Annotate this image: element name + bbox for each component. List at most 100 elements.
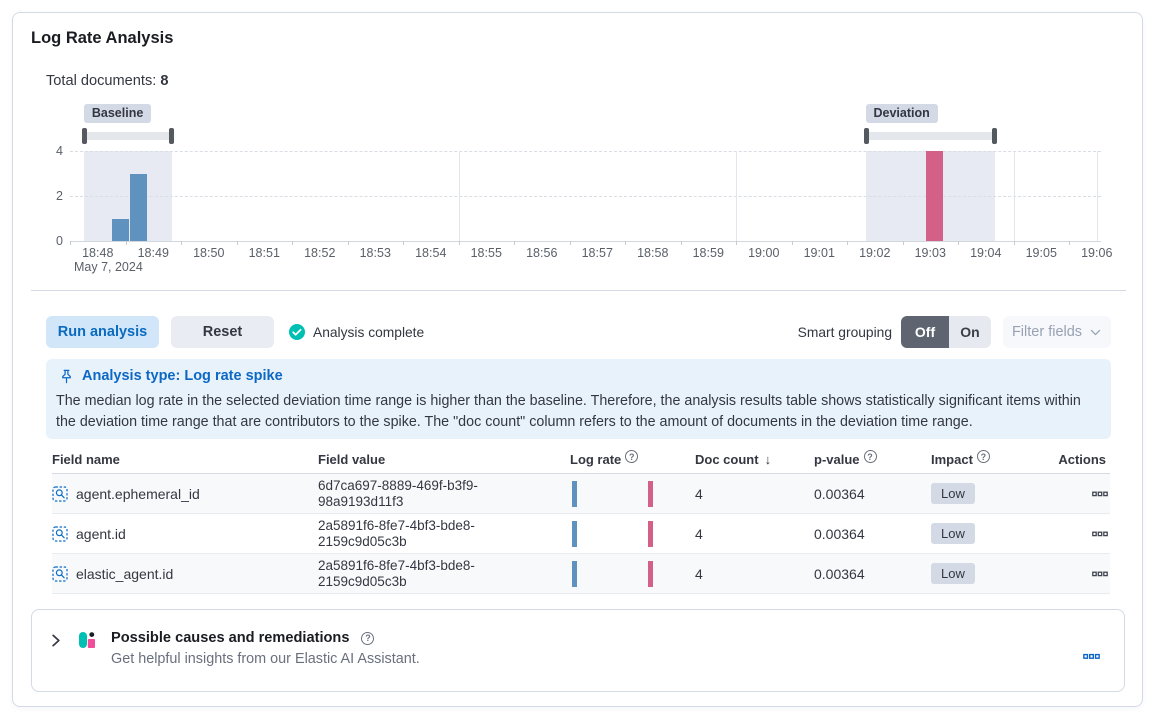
x-tick-mark <box>181 241 182 245</box>
search-field-icon[interactable] <box>52 485 68 502</box>
x-tick-mark <box>292 241 293 245</box>
controls-right: Smart grouping Off On Filter fields <box>798 316 1111 348</box>
ai-assistant-icon <box>77 630 97 650</box>
run-analysis-button[interactable]: Run analysis <box>46 316 159 348</box>
filter-fields-label: Filter fields <box>1011 324 1083 340</box>
deviation-minibar <box>648 481 653 507</box>
controls-left: Run analysis Reset Analysis complete <box>46 316 424 348</box>
x-tick-label: 18:53 <box>359 246 391 260</box>
header-p-value[interactable]: p-value? <box>814 450 931 467</box>
x-tick-label: 19:00 <box>748 246 780 260</box>
x-tick-label: 18:50 <box>193 246 225 260</box>
x-tick-label: 18:57 <box>581 246 613 260</box>
x-tick-mark <box>625 241 626 245</box>
x-tick-mark <box>791 241 793 245</box>
x-tick-mark <box>680 241 682 245</box>
x-tick-label: 19:03 <box>914 246 946 260</box>
filter-fields-dropdown[interactable]: Filter fields <box>1003 316 1111 348</box>
header-doc-count[interactable]: Doc count ↓ <box>695 452 772 467</box>
callout-title: Analysis type: Log rate spike <box>82 368 283 384</box>
field-name: agent.ephemeral_id <box>76 485 200 502</box>
x-tick-mark <box>514 241 515 245</box>
field-value-cell: 6d7ca697-8889-469f-b3f9-98a9193d11f3 <box>318 477 478 509</box>
question-in-circle-icon[interactable]: ? <box>976 450 990 463</box>
boxes-horizontal-icon <box>1083 653 1100 659</box>
x-tick-label: 19:04 <box>970 246 1002 260</box>
header-actions: Actions <box>1058 452 1106 467</box>
callout-title-row: Analysis type: Log rate spike <box>56 368 1101 384</box>
assistant-actions-button[interactable] <box>1083 648 1100 665</box>
header-impact[interactable]: Impact? <box>931 450 1064 467</box>
accordion-toggle[interactable]: Possible causes and remediations ? Get h… <box>32 610 1124 667</box>
smart-grouping-on-button[interactable]: On <box>949 316 991 348</box>
chevron-down-icon <box>1090 329 1101 335</box>
x-tick-label: 18:56 <box>526 246 558 260</box>
x-tick-label: 18:59 <box>692 246 724 260</box>
x-tick-mark <box>847 241 848 245</box>
row-actions-button[interactable] <box>1092 526 1110 542</box>
accordion-text-block: Possible causes and remediations ? Get h… <box>111 630 420 667</box>
table-row: agent.id 2a5891f6-8fe7-4bf3-bde8-2159c9d… <box>52 514 1110 554</box>
header-field-value: Field value <box>318 452 386 467</box>
log-rate-cell <box>570 474 695 513</box>
smart-grouping-label: Smart grouping <box>797 324 892 340</box>
doc-count-cell: 4 <box>695 525 703 542</box>
x-tick-mark <box>70 241 71 245</box>
log-rate-cell <box>570 554 695 593</box>
baseline-brush-track[interactable] <box>83 132 172 140</box>
field-name-cell: agent.id <box>52 526 318 542</box>
y-tick-label: 2 <box>56 189 63 203</box>
x-tick-mark <box>1013 241 1015 245</box>
question-in-circle-icon[interactable]: ? <box>625 450 639 463</box>
x-tick-label: 19:02 <box>859 246 891 260</box>
doc-count-cell: 4 <box>695 485 703 502</box>
baseline-bar <box>111 218 129 241</box>
page-title: Log Rate Analysis <box>31 29 174 47</box>
x-gridline <box>1013 151 1015 241</box>
field-value-cell: 2a5891f6-8fe7-4bf3-bde8-2159c9d05c3b <box>318 517 475 549</box>
field-name-cell: agent.ephemeral_id <box>52 486 318 502</box>
search-field-icon[interactable] <box>52 565 68 582</box>
baseline-brush-right-handle[interactable] <box>168 128 174 144</box>
header-log-rate[interactable]: Log rate? <box>570 450 695 467</box>
x-tick-mark <box>458 241 460 245</box>
deviation-brush-right-handle[interactable] <box>992 128 997 144</box>
total-documents-value: 8 <box>160 73 169 89</box>
boxes-horizontal-icon <box>1092 571 1108 576</box>
log-rate-analysis-panel: Log Rate Analysis Total documents: 8 0 2 4… <box>12 12 1143 707</box>
row-actions-button[interactable] <box>1092 566 1110 582</box>
impact-badge: Low <box>931 483 975 504</box>
x-tick-mark <box>403 241 404 245</box>
impact-cell: Low <box>931 483 1064 504</box>
deviation-brush-track[interactable] <box>865 132 995 140</box>
chevron-right-icon[interactable] <box>48 633 63 648</box>
results-table: Field name Field value Log rate? Doc cou… <box>52 446 1110 594</box>
search-field-icon[interactable] <box>52 525 68 542</box>
question-in-circle-icon[interactable]: ? <box>361 631 375 645</box>
reset-button[interactable]: Reset <box>171 316 274 348</box>
accordion-title: Possible causes and remediations <box>111 630 350 646</box>
analysis-type-callout: Analysis type: Log rate spike The median… <box>46 359 1111 439</box>
check-circle-icon <box>289 324 305 340</box>
deviation-minibar <box>648 521 653 547</box>
deviation-brush-left-handle[interactable] <box>863 128 869 144</box>
row-actions-button[interactable] <box>1092 486 1110 502</box>
x-tick-mark <box>236 241 238 245</box>
x-tick-mark <box>125 241 127 245</box>
smart-grouping-off-button[interactable]: Off <box>901 316 949 348</box>
impact-cell: Low <box>931 563 1064 584</box>
callout-body: The median log rate in the selected devi… <box>56 393 1081 430</box>
x-tick-label: 18:51 <box>248 246 280 260</box>
log-rate-histogram: 0 2 4 18:48 18:49 18:50 18:51 18:52 18:53 18:54 18… <box>13 101 1144 287</box>
boxes-horizontal-icon <box>1092 491 1108 496</box>
question-in-circle-icon[interactable]: ? <box>863 450 877 463</box>
baseline-brush-left-handle[interactable] <box>81 128 87 144</box>
p-value-cell: 0.00364 <box>814 485 865 502</box>
x-axis-date-label: May 7, 2024 <box>74 260 143 274</box>
x-tick-label: 18:58 <box>637 246 669 260</box>
controls-row: Run analysis Reset Analysis complete Sma… <box>46 316 1111 348</box>
plot-right-border <box>1096 151 1098 241</box>
baseline-bar <box>130 173 148 241</box>
doc-count-cell: 4 <box>695 565 703 582</box>
impact-badge: Low <box>931 563 975 584</box>
